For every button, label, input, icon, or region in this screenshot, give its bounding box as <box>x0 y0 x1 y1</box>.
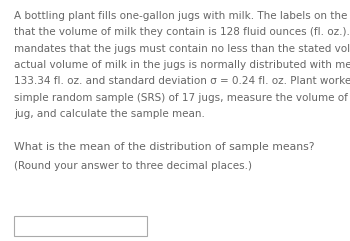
FancyBboxPatch shape <box>14 216 147 236</box>
Text: 133.34 fl. oz. and standard deviation σ = 0.24 fl. oz. Plant workers take a: 133.34 fl. oz. and standard deviation σ … <box>14 76 350 86</box>
Text: A bottling plant fills one-gallon jugs with milk. The labels on the jugs state: A bottling plant fills one-gallon jugs w… <box>14 11 350 21</box>
Text: that the volume of milk they contain is 128 fluid ounces (fl. oz.). Federal law: that the volume of milk they contain is … <box>14 27 350 37</box>
Text: simple random sample (SRS) of 17 jugs, measure the volume of milk in each: simple random sample (SRS) of 17 jugs, m… <box>14 93 350 103</box>
Text: (Round your answer to three decimal places.): (Round your answer to three decimal plac… <box>14 161 252 170</box>
Text: actual volume of milk in the jugs is normally distributed with mean μ =: actual volume of milk in the jugs is nor… <box>14 60 350 70</box>
Text: mandates that the jugs must contain no less than the stated volume. The: mandates that the jugs must contain no l… <box>14 44 350 54</box>
Text: What is the mean of the distribution of sample means?: What is the mean of the distribution of … <box>14 142 315 152</box>
Text: jug, and calculate the sample mean.: jug, and calculate the sample mean. <box>14 109 205 119</box>
